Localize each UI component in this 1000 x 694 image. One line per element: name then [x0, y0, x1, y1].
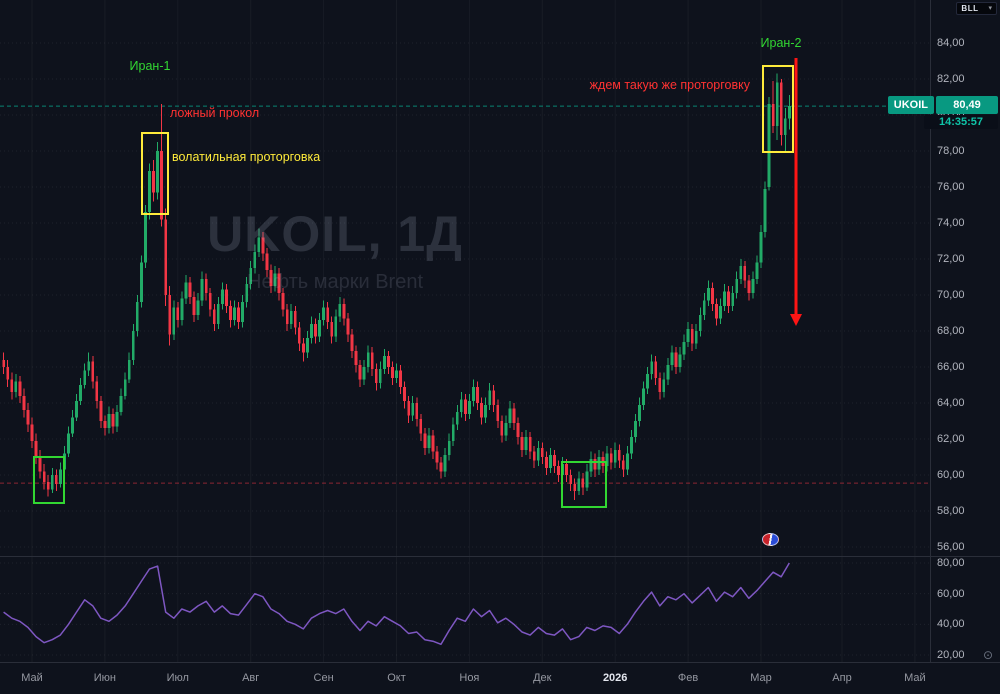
price-tick-label: 78,00	[937, 145, 965, 157]
price-tick-label: 56,00	[937, 541, 965, 553]
highlight-box[interactable]	[561, 461, 607, 508]
annotation-text[interactable]: Иран-2	[761, 36, 802, 50]
grid-lines	[0, 0, 930, 662]
price-tick-label: 20,00	[937, 649, 965, 661]
highlight-box[interactable]	[141, 132, 169, 215]
time-axis-label: Апр	[832, 672, 852, 684]
chart-canvas[interactable]: Иран-1 Иран-2 ложный прокол волатильная про…	[0, 0, 930, 662]
price-tick-label: 74,00	[937, 217, 965, 229]
symbol-quick-search[interactable]: BLL ▾	[956, 2, 997, 15]
price-level-lines	[0, 105, 930, 484]
time-axis-label: Дек	[533, 672, 552, 684]
price-tick-label: 60,00	[937, 587, 965, 600]
time-axis-label: Июн	[93, 672, 116, 684]
annotation-text[interactable]: Иран-1	[130, 59, 171, 73]
time-axis-label: Май	[904, 672, 926, 684]
price-tick-label: 70,00	[937, 289, 965, 301]
price-tick-label: 58,00	[937, 505, 965, 517]
price-tick-label: 68,00	[937, 325, 965, 337]
candlestick-series[interactable]	[2, 73, 791, 501]
time-axis-label: Ноя	[459, 672, 480, 684]
pane-separator[interactable]	[0, 556, 1000, 557]
highlight-box[interactable]	[33, 456, 65, 504]
price-tick-label: 64,00	[937, 397, 965, 409]
bar-countdown-timer: 14:35:57	[924, 115, 998, 129]
chevron-down-icon: ▾	[988, 5, 992, 12]
annotation-text[interactable]: ложный прокол	[170, 106, 259, 120]
highlight-box[interactable]	[762, 65, 794, 153]
current-price-label: UKOIL 80,49	[887, 96, 998, 114]
price-tick-label: 62,00	[937, 433, 965, 445]
time-axis-label: Сен	[313, 672, 334, 684]
projection-arrow[interactable]	[790, 58, 802, 326]
time-axis-label: Май	[21, 672, 43, 684]
time-axis-label: Фев	[677, 672, 699, 684]
oscillator-line	[3, 562, 790, 646]
last-price-value: 80,49	[936, 96, 998, 114]
flag-icon[interactable]	[762, 533, 779, 546]
price-tick-label: 76,00	[937, 181, 965, 193]
annotation-text[interactable]: волатильная проторговка	[172, 150, 320, 164]
price-tick-label: 82,00	[937, 73, 965, 85]
time-axis[interactable]: Май Июн Июл Авг Сен Окт Ноя Дек 2026 Фев Мар Апр Май	[0, 662, 1000, 694]
time-axis-label: Авг	[242, 672, 260, 684]
symbol-quick-search-label: BLL	[961, 4, 979, 13]
time-axis-label: 2026	[602, 672, 628, 684]
highlight-boxes[interactable]	[33, 65, 794, 508]
annotation-texts[interactable]: Иран-1 Иран-2 ложный прокол волатильная про…	[130, 36, 802, 164]
symbol-chip[interactable]: UKOIL	[887, 96, 934, 114]
axis-settings-icon[interactable]: ⊙	[982, 648, 993, 662]
price-tick-label: 72,00	[937, 253, 965, 265]
time-axis-label: Мар	[750, 672, 772, 684]
price-tick-label: 84,00	[937, 37, 965, 49]
time-axis-label: Окт	[387, 672, 406, 684]
annotation-text[interactable]: ждем такую же проторговку	[590, 78, 751, 92]
price-tick-label: 66,00	[937, 361, 965, 373]
price-tick-label: 40,00	[937, 618, 965, 631]
price-tick-label: 80,00	[937, 557, 965, 569]
price-tick-label: 60,00	[937, 469, 965, 481]
time-axis-label: Июл	[166, 672, 189, 684]
